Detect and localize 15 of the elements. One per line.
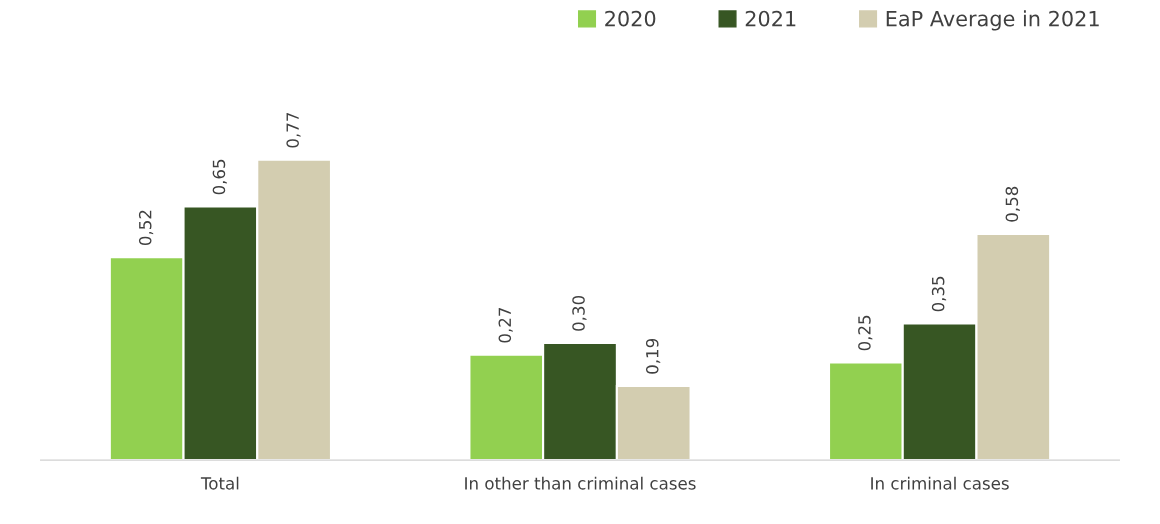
data-label: 0,77: [286, 112, 301, 148]
data-label: 0,25: [858, 315, 873, 351]
data-label: 0,65: [212, 159, 227, 195]
data-label: 0,19: [645, 338, 661, 374]
legend-label: 2021: [745, 10, 796, 27]
data-label: 0,58: [1005, 186, 1020, 222]
x-tick-label: In criminal cases: [871, 476, 1009, 490]
data-label: 0,30: [572, 295, 587, 331]
data-label: 0,27: [498, 307, 513, 343]
x-tick-label: Total: [200, 476, 239, 490]
data-label: 0,35: [931, 276, 947, 312]
legend-label: EaP Average in 2021: [886, 10, 1099, 31]
x-tick-label: In other than criminal cases: [465, 476, 696, 490]
data-label: 0,52: [138, 210, 154, 246]
legend-label: 2020: [605, 10, 656, 27]
